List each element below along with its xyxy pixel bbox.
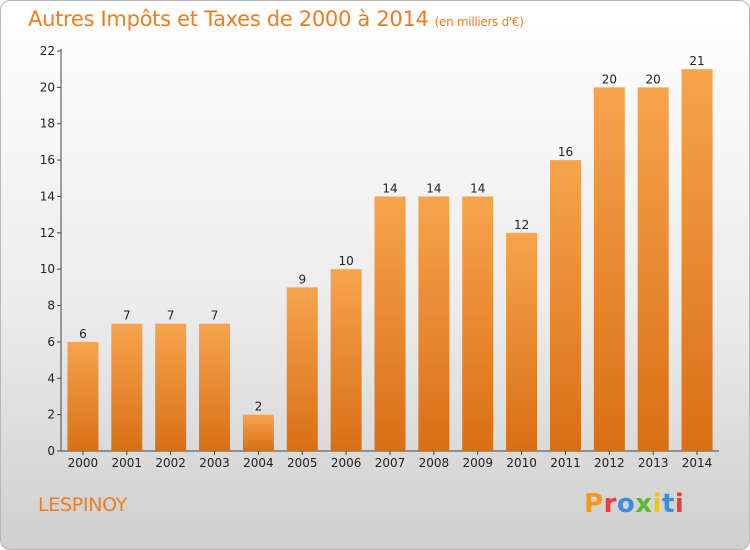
value-label-2008: 14 xyxy=(426,181,441,195)
value-label-2000: 6 xyxy=(79,327,87,341)
bar-2002 xyxy=(155,323,187,451)
y-tick-label: 8 xyxy=(47,299,55,313)
chart-title-text: Autres Impôts et Taxes de 2000 à 2014 xyxy=(28,7,429,31)
value-label-2014: 21 xyxy=(689,54,704,68)
location-name: LESPINOY xyxy=(38,494,128,516)
x-tick-label: 2007 xyxy=(375,456,406,470)
value-label-2012: 20 xyxy=(602,72,617,86)
y-tick-label: 14 xyxy=(40,189,55,203)
x-tick-label: 2004 xyxy=(243,456,274,470)
y-tick-label: 12 xyxy=(40,226,55,240)
bar-2007 xyxy=(374,196,406,451)
y-tick-label: 6 xyxy=(47,335,55,349)
bar-2004 xyxy=(242,414,274,451)
logo-letter: x xyxy=(635,489,653,519)
chart-unit: (en milliers d'€) xyxy=(434,15,524,29)
y-tick-label: 4 xyxy=(47,371,55,385)
logo-letter: i xyxy=(674,489,685,519)
x-tick-label: 2002 xyxy=(155,456,186,470)
x-tick-label: 2008 xyxy=(419,456,450,470)
bars xyxy=(67,69,713,451)
bar-2011 xyxy=(549,160,581,451)
y-tick-label: 16 xyxy=(40,153,55,167)
y-tick-label: 2 xyxy=(47,408,55,422)
value-label-2006: 10 xyxy=(338,254,353,268)
x-tick-label: 2003 xyxy=(199,456,230,470)
y-tick-label: 0 xyxy=(47,444,55,458)
chart-title: Autres Impôts et Taxes de 2000 à 2014 (en… xyxy=(28,7,524,31)
bar-2010 xyxy=(506,232,538,451)
logo-letter: r xyxy=(603,489,617,519)
value-label-2009: 14 xyxy=(470,181,485,195)
proxiti-logo[interactable]: Proxiti xyxy=(584,489,684,519)
y-tick-label: 22 xyxy=(40,44,55,58)
logo-letter: o xyxy=(616,489,636,519)
bar-2000 xyxy=(67,341,99,451)
bar-2003 xyxy=(199,323,231,451)
x-tick-label: 2013 xyxy=(638,456,669,470)
bar-2012 xyxy=(593,87,625,451)
x-tick-label: 2014 xyxy=(682,456,713,470)
value-label-2005: 9 xyxy=(298,272,306,286)
value-label-2010: 12 xyxy=(514,218,529,232)
logo-letter: P xyxy=(584,489,604,519)
bar-2006 xyxy=(330,269,362,451)
y-tick-label: 10 xyxy=(40,262,55,276)
y-tick-label: 18 xyxy=(40,117,55,131)
value-label-2013: 20 xyxy=(646,72,661,86)
value-label-2003: 7 xyxy=(211,309,219,323)
value-label-2002: 7 xyxy=(167,309,175,323)
x-tick-label: 2009 xyxy=(462,456,493,470)
logo-letter: t xyxy=(661,489,675,519)
bar-2008 xyxy=(418,196,450,451)
bar-2013 xyxy=(637,87,669,451)
bar-2001 xyxy=(111,323,143,451)
value-label-2011: 16 xyxy=(558,145,573,159)
x-tick-label: 2012 xyxy=(594,456,625,470)
bar-2009 xyxy=(462,196,494,451)
x-tick-label: 2006 xyxy=(331,456,362,470)
x-tick-label: 2000 xyxy=(68,456,99,470)
labels: 2000 6 2001 7 2002 7 2003 7 2004 2 2005 9 2006 10 2007… xyxy=(68,54,713,470)
x-tick-label: 2001 xyxy=(112,456,143,470)
y-tick-label: 20 xyxy=(40,80,55,94)
value-label-2007: 14 xyxy=(382,181,397,195)
value-label-2004: 2 xyxy=(255,400,263,414)
x-tick-label: 2005 xyxy=(287,456,318,470)
x-tick-label: 2011 xyxy=(550,456,581,470)
logo-letter: i xyxy=(652,489,662,519)
bar-2014 xyxy=(681,69,713,451)
x-tick-label: 2010 xyxy=(506,456,537,470)
value-label-2001: 7 xyxy=(123,309,131,323)
bar-2005 xyxy=(286,287,318,451)
